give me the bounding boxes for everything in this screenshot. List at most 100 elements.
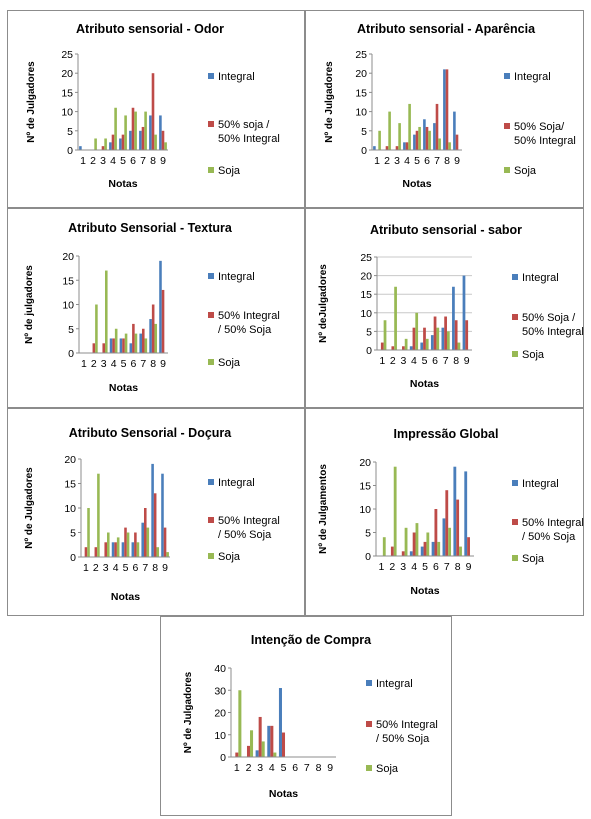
chart-svg: Atributo Sensorial - Doçura Nº de Julgado… [24, 426, 280, 603]
legend-label: Soja [218, 165, 241, 177]
y-tick-label: 15 [359, 481, 371, 493]
y-tick-label: 20 [214, 708, 226, 720]
bar-soja [97, 473, 100, 557]
legend-swatch-soja [366, 765, 372, 771]
bar-mix [467, 537, 470, 556]
legend-swatch-integral [504, 73, 510, 79]
bar-integral [79, 146, 82, 150]
bar-soja [437, 541, 441, 556]
legend-swatch-mix [366, 721, 372, 727]
x-tick-label: 4 [411, 561, 417, 573]
bar-soja [136, 542, 140, 557]
legend-label: Integral [522, 272, 559, 284]
bar-soja [448, 527, 452, 556]
x-tick-label: 6 [292, 762, 298, 774]
bar-integral [159, 115, 162, 150]
legend-label: 50% Integral [218, 310, 280, 322]
bar-integral [109, 338, 113, 353]
y-tick-label: 0 [361, 145, 367, 157]
bar-soja [116, 537, 120, 557]
x-tick-label: 1 [234, 762, 240, 774]
bar-mix [102, 343, 106, 353]
chart-svg: Intenção de Compra Nº de Julgadores 0 10 20 3… [183, 633, 438, 800]
bar-integral [161, 473, 164, 557]
bar-integral [452, 286, 455, 350]
x-tick-label: 5 [120, 155, 126, 167]
bar-soja [408, 103, 411, 150]
legend-swatch-soja [208, 167, 214, 173]
chart-title: Atributo Sensorial - Doçura [69, 426, 233, 440]
x-axis-label: Notas [111, 591, 140, 603]
y-tick-label: 20 [62, 251, 74, 263]
x-tick-label: 4 [411, 355, 417, 367]
bar-mix [415, 130, 419, 150]
bar-soja [426, 532, 430, 556]
y-tick-label: 5 [365, 528, 371, 540]
bar-soja [404, 338, 408, 350]
bar-soja [425, 338, 429, 350]
bar-mix [111, 134, 115, 150]
bar-integral [139, 130, 142, 150]
legend-label: Soja [376, 763, 399, 775]
x-tick-label: 1 [379, 561, 385, 573]
x-tick-label: 8 [455, 561, 461, 573]
y-tick-label: 0 [366, 345, 372, 357]
bar-soja [124, 115, 127, 150]
legend-swatch-soja [512, 555, 518, 561]
x-tick-label: 2 [90, 155, 96, 167]
bar-soja [428, 130, 431, 150]
bar-mix [395, 146, 399, 150]
bar-integral [255, 750, 259, 757]
y-tick-label: 20 [64, 454, 76, 466]
bar-soja [457, 342, 461, 350]
bar-soja [393, 466, 397, 556]
x-tick-label: 7 [140, 155, 146, 167]
bar-mix [143, 508, 147, 557]
bar-mix [385, 146, 389, 150]
chart-panel-sabor: Atributo sensorial - sabor Nº deJulgadore… [305, 208, 584, 408]
bar-soja [415, 312, 419, 350]
bar-mix [270, 725, 274, 757]
legend-swatch-mix [208, 517, 214, 523]
x-tick-label: 9 [162, 562, 168, 574]
chart-panel-odor: Atributo sensorial - Odor Nº de Julgadore… [7, 10, 305, 208]
bar-mix [465, 320, 469, 350]
legend-label: / 50% Soja [218, 324, 272, 336]
x-tick-label: 3 [257, 762, 263, 774]
bar-soja [459, 546, 462, 556]
bar-integral [119, 138, 122, 150]
y-tick-label: 10 [360, 308, 372, 320]
legend-swatch-integral [208, 73, 214, 79]
x-tick-label: 8 [150, 358, 156, 370]
legend-label: / 50% Soja [218, 529, 272, 541]
legend-swatch-soja [208, 553, 214, 559]
x-tick-label: 9 [464, 355, 470, 367]
bar-soja [94, 138, 97, 150]
bar-soja [107, 532, 110, 557]
bar-mix [405, 142, 409, 150]
bar-mix [101, 146, 105, 150]
y-tick-label: 15 [64, 479, 76, 491]
y-tick-label: 5 [366, 326, 372, 338]
legend-swatch-integral [512, 274, 518, 280]
bar-integral [464, 471, 468, 556]
bar-mix [423, 327, 426, 350]
chart-panel-intencao-compra: Intenção de Compra Nº de Julgadores 0 10 20 3… [160, 616, 452, 816]
y-axis-label: Nº de Julgadores [26, 61, 37, 143]
bar-soja [164, 142, 167, 150]
x-tick-label: 6 [130, 358, 136, 370]
chart-svg: Atributo sensorial - sabor Nº deJulgadore… [318, 223, 584, 390]
x-tick-label: 1 [83, 562, 89, 574]
bar-soja [448, 142, 451, 150]
legend-swatch-soja [512, 351, 518, 357]
bar-mix [445, 69, 449, 150]
y-tick-label: 0 [67, 145, 73, 157]
bar-integral [420, 546, 424, 556]
chart-svg: Atributo Sensorial - Textura Nº de julgad… [24, 221, 280, 394]
y-tick-label: 0 [365, 551, 371, 563]
legend-swatch-integral [208, 273, 214, 279]
legend-label: 50% Soja/ [514, 121, 565, 133]
bar-integral [149, 115, 152, 150]
legend-label: 50% Soja / [522, 312, 576, 324]
